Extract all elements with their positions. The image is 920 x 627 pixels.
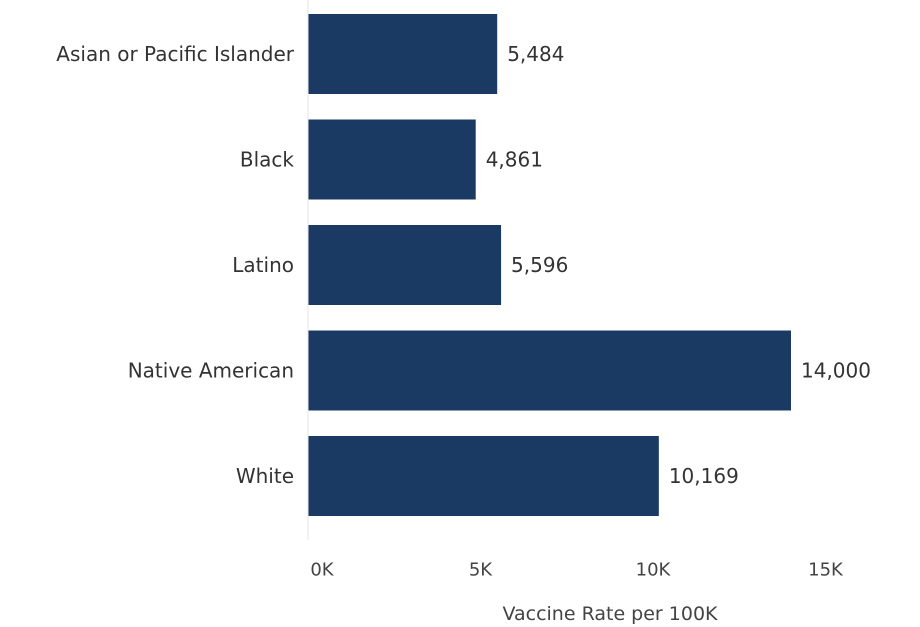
category-label: White (236, 464, 294, 488)
x-tick-label: 10K (636, 560, 672, 581)
x-tick-label: 0K (310, 560, 334, 581)
bar-native-american (308, 330, 791, 411)
value-label: 5,484 (507, 42, 564, 66)
value-label: 10,169 (669, 464, 739, 488)
x-tick-label: 15K (808, 560, 844, 581)
value-labels: 5,484 4,861 5,596 14,000 10,169 (486, 42, 871, 488)
category-label: Asian or Pacific Islander (56, 42, 294, 66)
category-labels: Asian or Pacific Islander Black Latino Nati… (56, 42, 294, 488)
x-axis-title: Vaccine Rate per 100K (502, 603, 718, 625)
bar-latino (308, 225, 502, 305)
bar-white (308, 436, 659, 516)
x-axis-ticks: 0K 5K 10K 15K (310, 560, 844, 581)
bar-asian-or-pacific-islander (308, 14, 498, 94)
value-label: 14,000 (801, 359, 871, 383)
category-label: Latino (232, 253, 294, 277)
value-label: 5,596 (511, 253, 568, 277)
bar-black (308, 119, 476, 200)
value-label: 4,861 (486, 148, 543, 172)
category-label: Black (240, 148, 295, 172)
bars-group (308, 14, 791, 516)
category-label: Native American (128, 359, 294, 383)
x-tick-label: 5K (469, 560, 493, 581)
